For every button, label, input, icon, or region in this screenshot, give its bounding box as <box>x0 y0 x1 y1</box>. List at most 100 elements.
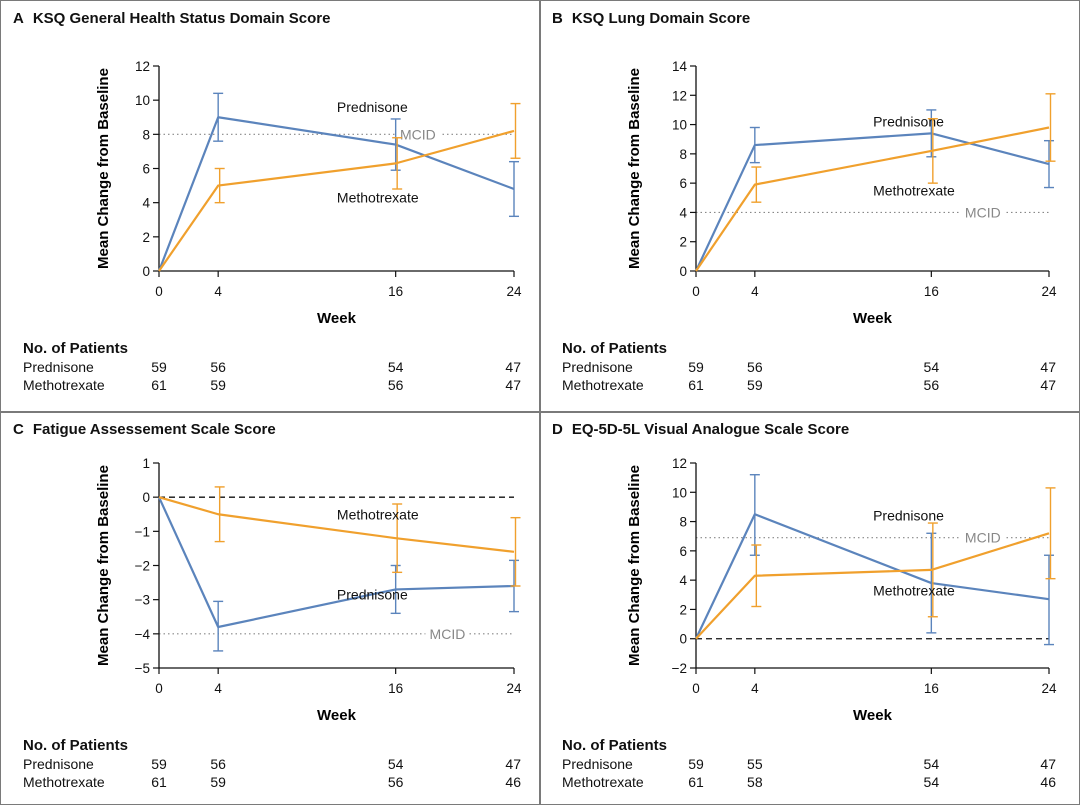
series-label: Methotrexate <box>337 506 419 522</box>
y-axis-label: Mean Change from Baseline <box>626 68 643 269</box>
y-tick-label: 0 <box>142 490 150 505</box>
series-label: Methotrexate <box>873 582 955 598</box>
y-tick-label: 10 <box>135 93 150 108</box>
patients-count: 56 <box>388 377 404 393</box>
x-axis-label: Week <box>853 310 893 327</box>
x-tick-label: 16 <box>388 681 403 696</box>
patients-count: 61 <box>688 774 704 790</box>
patients-count: 47 <box>505 359 521 375</box>
patients-count: 59 <box>688 359 704 375</box>
x-tick-label: 0 <box>692 284 700 299</box>
mcid-label: MCID <box>965 204 1001 220</box>
y-tick-label: 6 <box>679 544 687 559</box>
patients-count: 59 <box>151 359 167 375</box>
x-tick-label: 16 <box>924 284 939 299</box>
patients-count: 56 <box>210 359 226 375</box>
y-tick-label: 2 <box>142 230 150 245</box>
patients-title: No. of Patients <box>562 737 667 754</box>
x-tick-label: 4 <box>751 681 759 696</box>
x-tick-label: 16 <box>924 681 939 696</box>
y-tick-label: −2 <box>135 559 150 574</box>
patients-row-name: Methotrexate <box>562 774 644 790</box>
patients-row-name: Methotrexate <box>23 377 105 393</box>
patients-count: 54 <box>924 756 940 772</box>
series-label: Methotrexate <box>337 190 419 206</box>
patients-count: 59 <box>151 756 167 772</box>
mcid-label: MCID <box>430 626 466 642</box>
patients-count: 59 <box>747 377 763 393</box>
x-axis-label: Week <box>317 707 357 724</box>
patients-count: 54 <box>924 359 940 375</box>
y-tick-label: 0 <box>142 264 150 279</box>
y-axis-label: Mean Change from Baseline <box>626 465 643 666</box>
x-tick-label: 24 <box>1041 681 1057 696</box>
patients-row-name: Prednisone <box>562 756 633 772</box>
y-tick-label: 0 <box>679 632 687 647</box>
patients-count: 55 <box>747 756 763 772</box>
y-tick-label: 1 <box>142 456 150 471</box>
y-axis-label: Mean Change from Baseline <box>95 68 112 269</box>
y-axis-label: Mean Change from Baseline <box>95 465 112 666</box>
x-tick-label: 24 <box>506 284 522 299</box>
x-axis-label: Week <box>317 310 357 327</box>
patients-row-name: Prednisone <box>562 359 633 375</box>
y-tick-label: 10 <box>672 118 687 133</box>
x-tick-label: 4 <box>214 284 222 299</box>
x-tick-label: 24 <box>506 681 522 696</box>
patients-count: 47 <box>505 756 521 772</box>
x-tick-label: 4 <box>751 284 759 299</box>
patients-count: 61 <box>151 377 167 393</box>
x-tick-label: 16 <box>388 284 403 299</box>
series-line <box>696 128 1049 272</box>
y-tick-label: 8 <box>679 515 687 530</box>
y-tick-label: −3 <box>135 593 150 608</box>
y-tick-label: 10 <box>672 485 687 500</box>
series-label: Prednisone <box>337 99 408 115</box>
patients-count: 61 <box>688 377 704 393</box>
patients-title: No. of Patients <box>23 737 128 754</box>
y-tick-label: 8 <box>679 147 687 162</box>
series-prednisone <box>159 93 519 271</box>
patients-count: 47 <box>1040 377 1056 393</box>
patients-count: 47 <box>1040 756 1056 772</box>
y-tick-label: −1 <box>135 524 150 539</box>
y-tick-label: 0 <box>679 264 687 279</box>
series-label: Methotrexate <box>873 182 955 198</box>
mcid-label: MCID <box>400 126 436 142</box>
y-tick-label: 6 <box>679 176 687 191</box>
series-line <box>696 133 1049 271</box>
patients-row-name: Methotrexate <box>23 774 105 790</box>
series-label: Prednisone <box>873 508 944 524</box>
patients-count: 47 <box>505 377 521 393</box>
patients-row-name: Prednisone <box>23 359 94 375</box>
patients-title: No. of Patients <box>562 340 667 357</box>
patients-count: 59 <box>210 377 226 393</box>
patients-count: 46 <box>505 774 521 790</box>
y-tick-label: 4 <box>142 196 150 211</box>
y-tick-label: 8 <box>142 127 150 142</box>
y-tick-label: 6 <box>142 162 150 177</box>
y-tick-label: 14 <box>672 59 688 74</box>
series-label: Prednisone <box>337 587 408 603</box>
x-tick-label: 0 <box>155 681 163 696</box>
x-axis-label: Week <box>853 707 893 724</box>
y-tick-label: 12 <box>672 88 687 103</box>
x-tick-label: 4 <box>214 681 222 696</box>
patients-count: 59 <box>210 774 226 790</box>
patients-count: 59 <box>688 756 704 772</box>
y-tick-label: 2 <box>679 235 687 250</box>
y-tick-label: 12 <box>135 59 150 74</box>
patients-count: 54 <box>388 359 404 375</box>
patients-count: 54 <box>388 756 404 772</box>
patients-row-name: Methotrexate <box>562 377 644 393</box>
patients-count: 56 <box>924 377 940 393</box>
